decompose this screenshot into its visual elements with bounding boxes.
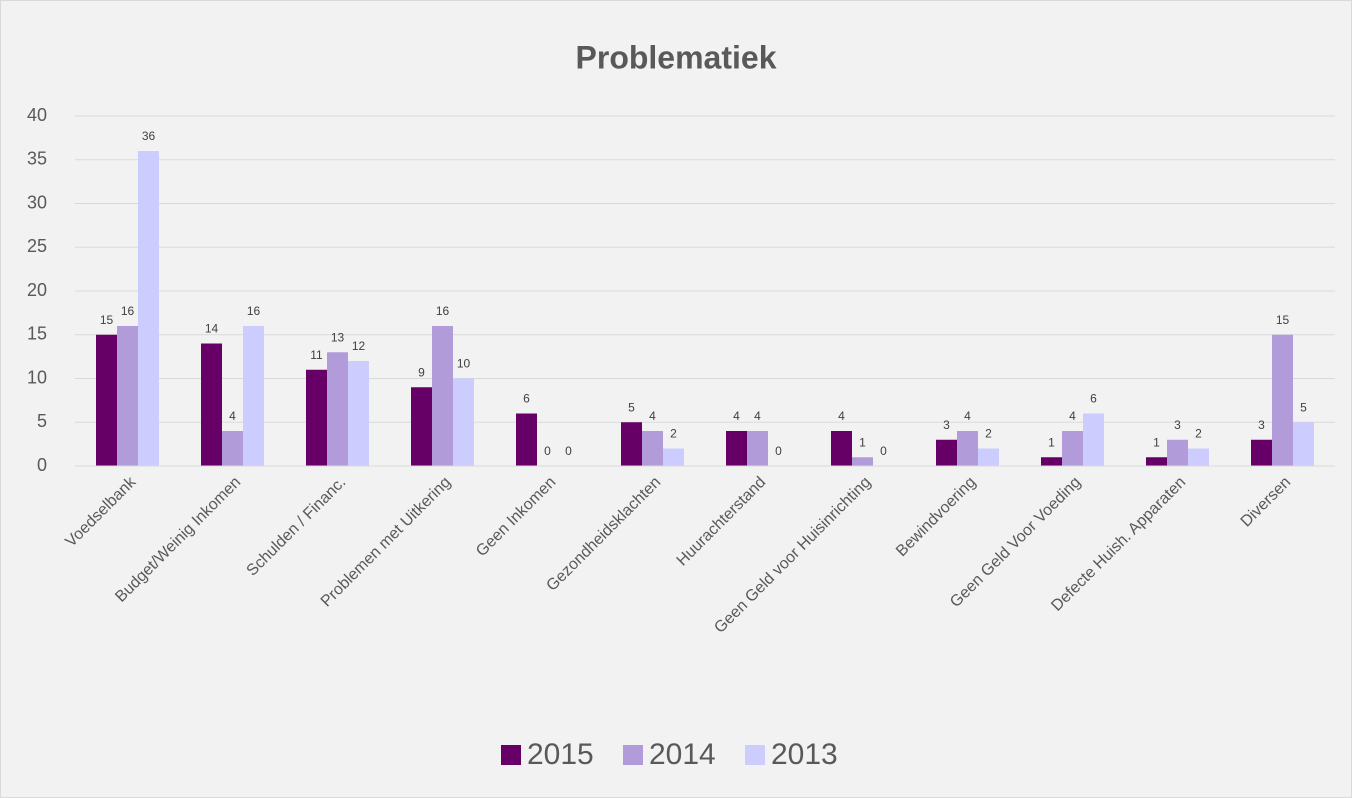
data-label: 16	[121, 304, 135, 318]
y-tick-label: 35	[27, 149, 47, 169]
bar	[327, 352, 348, 466]
data-label: 16	[436, 304, 450, 318]
data-label: 36	[142, 129, 156, 143]
bar	[348, 361, 369, 466]
bar	[978, 448, 999, 466]
y-tick-label: 15	[27, 324, 47, 344]
y-tick-label: 25	[27, 236, 47, 256]
legend-label: 2015	[527, 738, 594, 771]
bar	[747, 431, 768, 466]
bar	[1293, 422, 1314, 466]
data-label: 3	[943, 418, 950, 432]
y-tick-label: 30	[27, 192, 47, 212]
data-label: 12	[352, 339, 366, 353]
bar	[117, 326, 138, 466]
bar	[936, 439, 957, 466]
data-label: 0	[880, 444, 887, 458]
data-label: 11	[310, 348, 323, 362]
data-label: 4	[733, 409, 740, 423]
bar	[1272, 334, 1293, 466]
bar	[222, 431, 243, 466]
bar	[96, 334, 117, 466]
data-label: 1	[1048, 435, 1055, 449]
legend-swatch	[501, 745, 521, 765]
data-label: 4	[754, 409, 761, 423]
bar	[831, 431, 852, 466]
bar	[663, 448, 684, 466]
data-label: 16	[247, 304, 261, 318]
bar	[1062, 431, 1083, 466]
bar	[1146, 457, 1167, 466]
data-label: 1	[1153, 435, 1160, 449]
data-label: 15	[1276, 313, 1290, 327]
data-label: 2	[985, 427, 992, 441]
data-label: 4	[1069, 409, 1076, 423]
data-label: 10	[457, 357, 471, 371]
data-label: 3	[1174, 418, 1181, 432]
bar	[1083, 413, 1104, 466]
bar	[243, 326, 264, 466]
data-label: 13	[331, 330, 345, 344]
legend-swatch	[623, 745, 643, 765]
legend-swatch	[745, 745, 765, 765]
y-tick-label: 5	[37, 411, 47, 431]
bar	[138, 151, 159, 466]
y-tick-label: 0	[37, 455, 47, 475]
data-label: 0	[565, 444, 572, 458]
data-label: 5	[1300, 400, 1307, 414]
data-label: 15	[100, 313, 114, 327]
y-tick-label: 40	[27, 105, 47, 125]
bar	[852, 457, 873, 466]
bar	[432, 326, 453, 466]
bar	[1251, 439, 1272, 466]
chart-title: Problematiek	[576, 39, 777, 75]
bar	[201, 343, 222, 466]
data-label: 4	[229, 409, 236, 423]
data-label: 9	[418, 365, 425, 379]
legend-label: 2013	[771, 738, 838, 771]
bar	[1188, 448, 1209, 466]
bar	[621, 422, 642, 466]
data-label: 14	[205, 322, 219, 336]
legend-label: 2014	[649, 738, 716, 771]
bar	[411, 387, 432, 466]
data-label: 0	[544, 444, 551, 458]
data-label: 6	[1090, 392, 1097, 406]
data-label: 5	[628, 400, 635, 414]
data-label: 6	[523, 392, 530, 406]
data-label: 3	[1258, 418, 1265, 432]
bar	[1167, 439, 1188, 466]
data-label: 4	[838, 409, 845, 423]
data-label: 1	[859, 435, 866, 449]
data-label: 2	[670, 427, 677, 441]
data-label: 4	[649, 409, 656, 423]
data-label: 2	[1195, 427, 1202, 441]
data-label: 4	[964, 409, 971, 423]
bar	[957, 431, 978, 466]
bar	[516, 413, 537, 466]
y-tick-label: 20	[27, 280, 47, 300]
bar	[453, 378, 474, 466]
bar	[642, 431, 663, 466]
bar	[726, 431, 747, 466]
bar	[1041, 457, 1062, 466]
data-label: 0	[775, 444, 782, 458]
y-tick-label: 10	[27, 367, 47, 387]
bar	[306, 369, 327, 466]
